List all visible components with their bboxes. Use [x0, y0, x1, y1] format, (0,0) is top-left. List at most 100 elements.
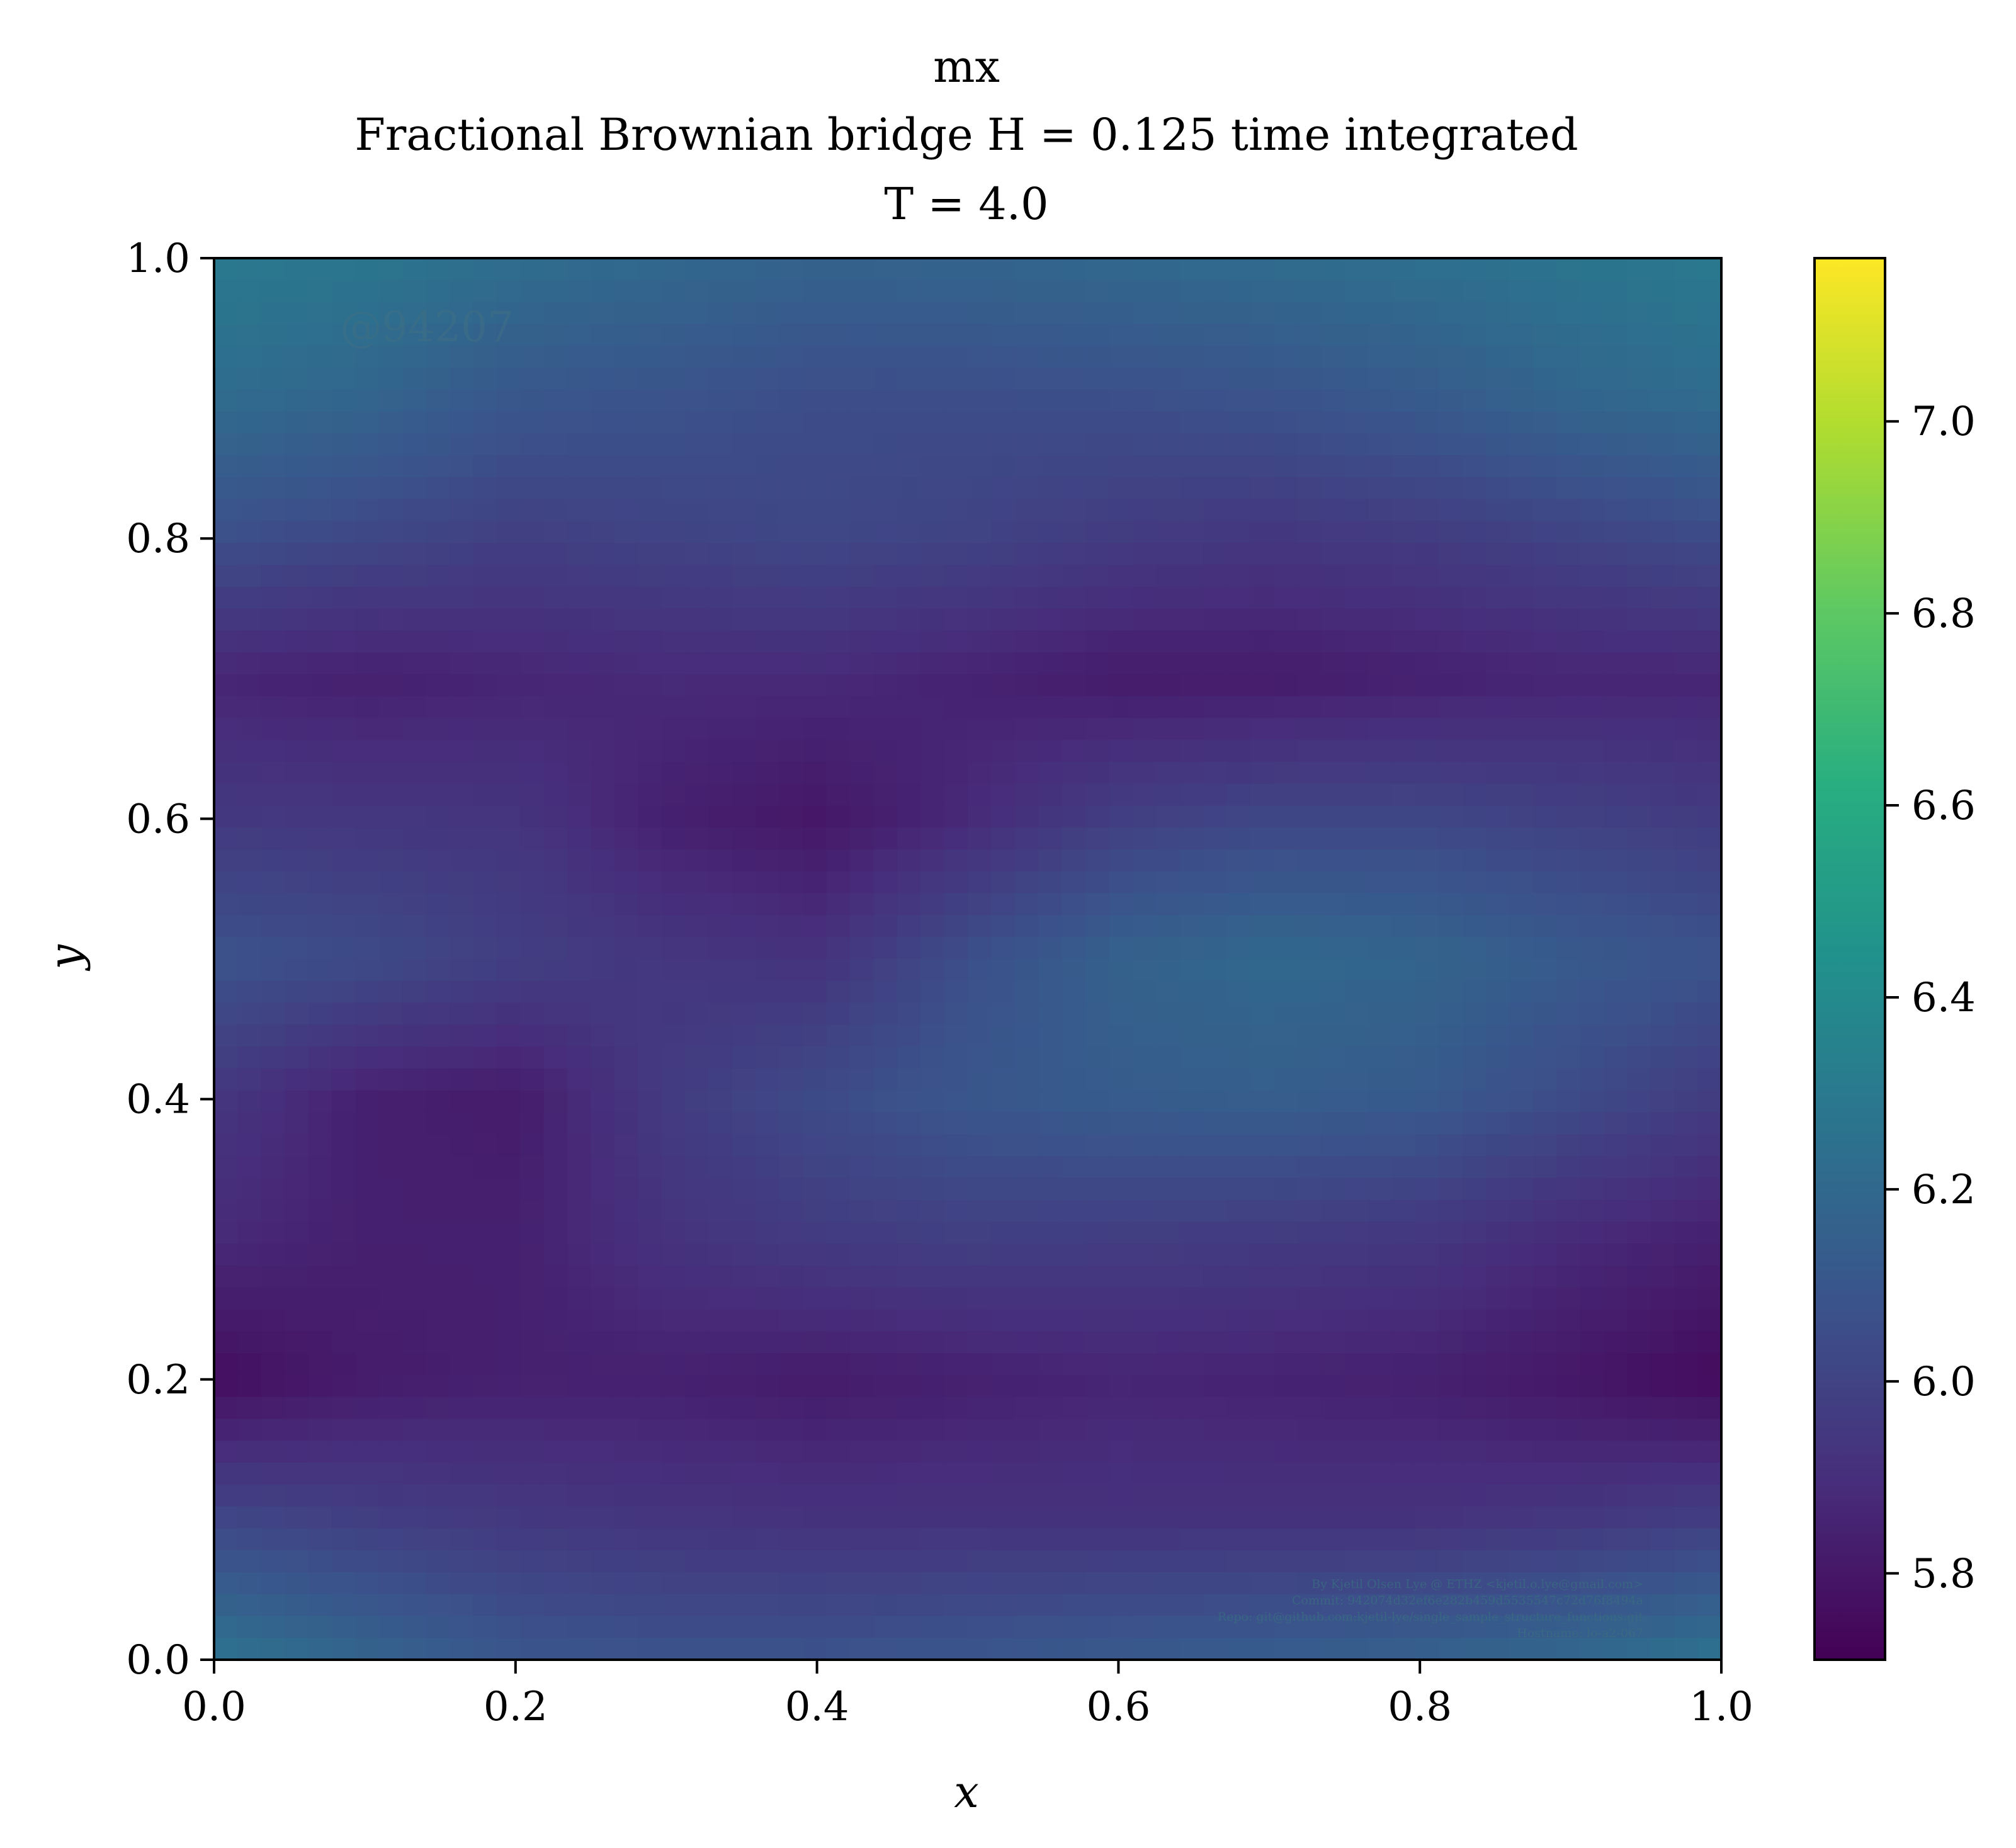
heatmap-cell [779, 367, 803, 390]
heatmap-cell [1274, 1068, 1298, 1091]
heatmap-cell [1697, 477, 1721, 500]
heatmap-cell [1462, 1265, 1487, 1288]
heatmap-cell [1603, 324, 1628, 346]
heatmap-cell [261, 1331, 286, 1354]
heatmap-cell [1226, 1397, 1251, 1420]
heatmap-cell [1439, 1528, 1463, 1551]
heatmap-cell [1674, 608, 1699, 632]
heatmap-cell [1462, 324, 1487, 346]
heatmap-cell [1627, 783, 1651, 807]
heatmap-cell [378, 1594, 404, 1617]
heatmap-cell [261, 521, 286, 543]
heatmap-cell [661, 433, 686, 456]
heatmap-cell [1085, 1046, 1110, 1069]
heatmap-cell [1650, 389, 1675, 412]
heatmap-cell [897, 893, 921, 916]
heatmap-cell [261, 346, 286, 368]
heatmap-cell [1627, 871, 1651, 894]
heatmap-cell [1650, 1616, 1675, 1639]
heatmap-cell [332, 1134, 356, 1157]
heatmap-cell [496, 783, 521, 807]
heatmap-cell [214, 499, 239, 522]
heatmap-cell [1062, 543, 1086, 565]
heatmap-cell [1368, 893, 1393, 916]
heatmap-cell [1391, 1331, 1416, 1354]
heatmap-cell [779, 1528, 803, 1551]
heatmap-cell [308, 302, 332, 325]
heatmap-cell [1462, 959, 1487, 982]
heatmap-cell [803, 805, 827, 829]
heatmap-cell [496, 367, 521, 390]
heatmap-cell [1697, 1353, 1721, 1376]
heatmap-cell [1532, 1287, 1557, 1310]
heatmap-cell [1132, 718, 1157, 740]
heatmap-cell [920, 1462, 945, 1485]
heatmap-cell [520, 805, 545, 829]
heatmap-cell [803, 959, 827, 982]
heatmap-cell [402, 674, 427, 697]
heatmap-cell [567, 1024, 592, 1047]
heatmap-cell [1109, 1134, 1133, 1157]
heatmap-cell [1132, 652, 1157, 675]
heatmap-cell [849, 1309, 875, 1332]
heatmap-cell [1179, 783, 1204, 807]
heatmap-cell [1226, 1331, 1251, 1354]
heatmap-cell [402, 1177, 427, 1201]
heatmap-cell [1038, 761, 1063, 785]
heatmap-cell [261, 1156, 286, 1179]
heatmap-cell [1580, 389, 1604, 412]
heatmap-cell [1321, 1112, 1345, 1135]
heatmap-cell [849, 827, 875, 850]
heatmap-cell [1179, 1572, 1204, 1595]
heatmap-cell [826, 937, 851, 960]
heatmap-cell [450, 674, 474, 697]
heatmap-cell [920, 959, 945, 982]
heatmap-cell [591, 1222, 615, 1244]
heatmap-cell [567, 258, 592, 281]
heatmap-cell [1415, 1244, 1439, 1266]
heatmap-cell [426, 280, 450, 303]
heatmap-cell [1462, 543, 1487, 565]
heatmap-cell [285, 718, 309, 740]
heatmap-cell [708, 696, 733, 719]
heatmap-cell [1156, 1353, 1181, 1376]
heatmap-cell [1014, 805, 1039, 829]
heatmap-cell [920, 718, 945, 740]
heatmap-cell [520, 280, 545, 303]
heatmap-cell [849, 608, 875, 632]
heatmap-cell [1062, 499, 1086, 522]
heatmap-cell [968, 761, 992, 785]
heatmap-cell [1014, 1199, 1039, 1223]
heatmap-cell [1485, 389, 1510, 412]
heatmap-cell [591, 849, 615, 872]
heatmap-cell [803, 1616, 827, 1639]
heatmap-cell [1344, 959, 1369, 982]
heatmap-cell [1674, 980, 1699, 1004]
heatmap-cell [1038, 543, 1063, 565]
heatmap-cell [543, 893, 568, 916]
heatmap-cell [732, 1419, 757, 1441]
heatmap-cell [520, 258, 545, 281]
heatmap-cell [944, 696, 968, 719]
heatmap-cell [450, 740, 474, 762]
heatmap-cell [920, 1616, 945, 1639]
heatmap-cell [803, 586, 827, 609]
heatmap-cell [1203, 805, 1228, 829]
heatmap-cell [779, 280, 803, 303]
heatmap-cell [1179, 1550, 1204, 1573]
heatmap-cell [1627, 258, 1651, 281]
heatmap-cell [1321, 1024, 1345, 1047]
heatmap-cell [756, 1484, 780, 1507]
heatmap-cell [426, 1309, 450, 1332]
heatmap-cell [378, 805, 404, 829]
heatmap-cell [685, 280, 710, 303]
heatmap-cell [402, 718, 427, 740]
heatmap-cell [591, 1462, 615, 1485]
heatmap-cell [402, 1222, 427, 1244]
heatmap-cell [803, 477, 827, 500]
heatmap-cell [1344, 652, 1369, 675]
heatmap-cell [732, 849, 757, 872]
heatmap-cell [1038, 783, 1063, 807]
heatmap-cell [1556, 1638, 1581, 1660]
heatmap-cell [1109, 674, 1133, 697]
